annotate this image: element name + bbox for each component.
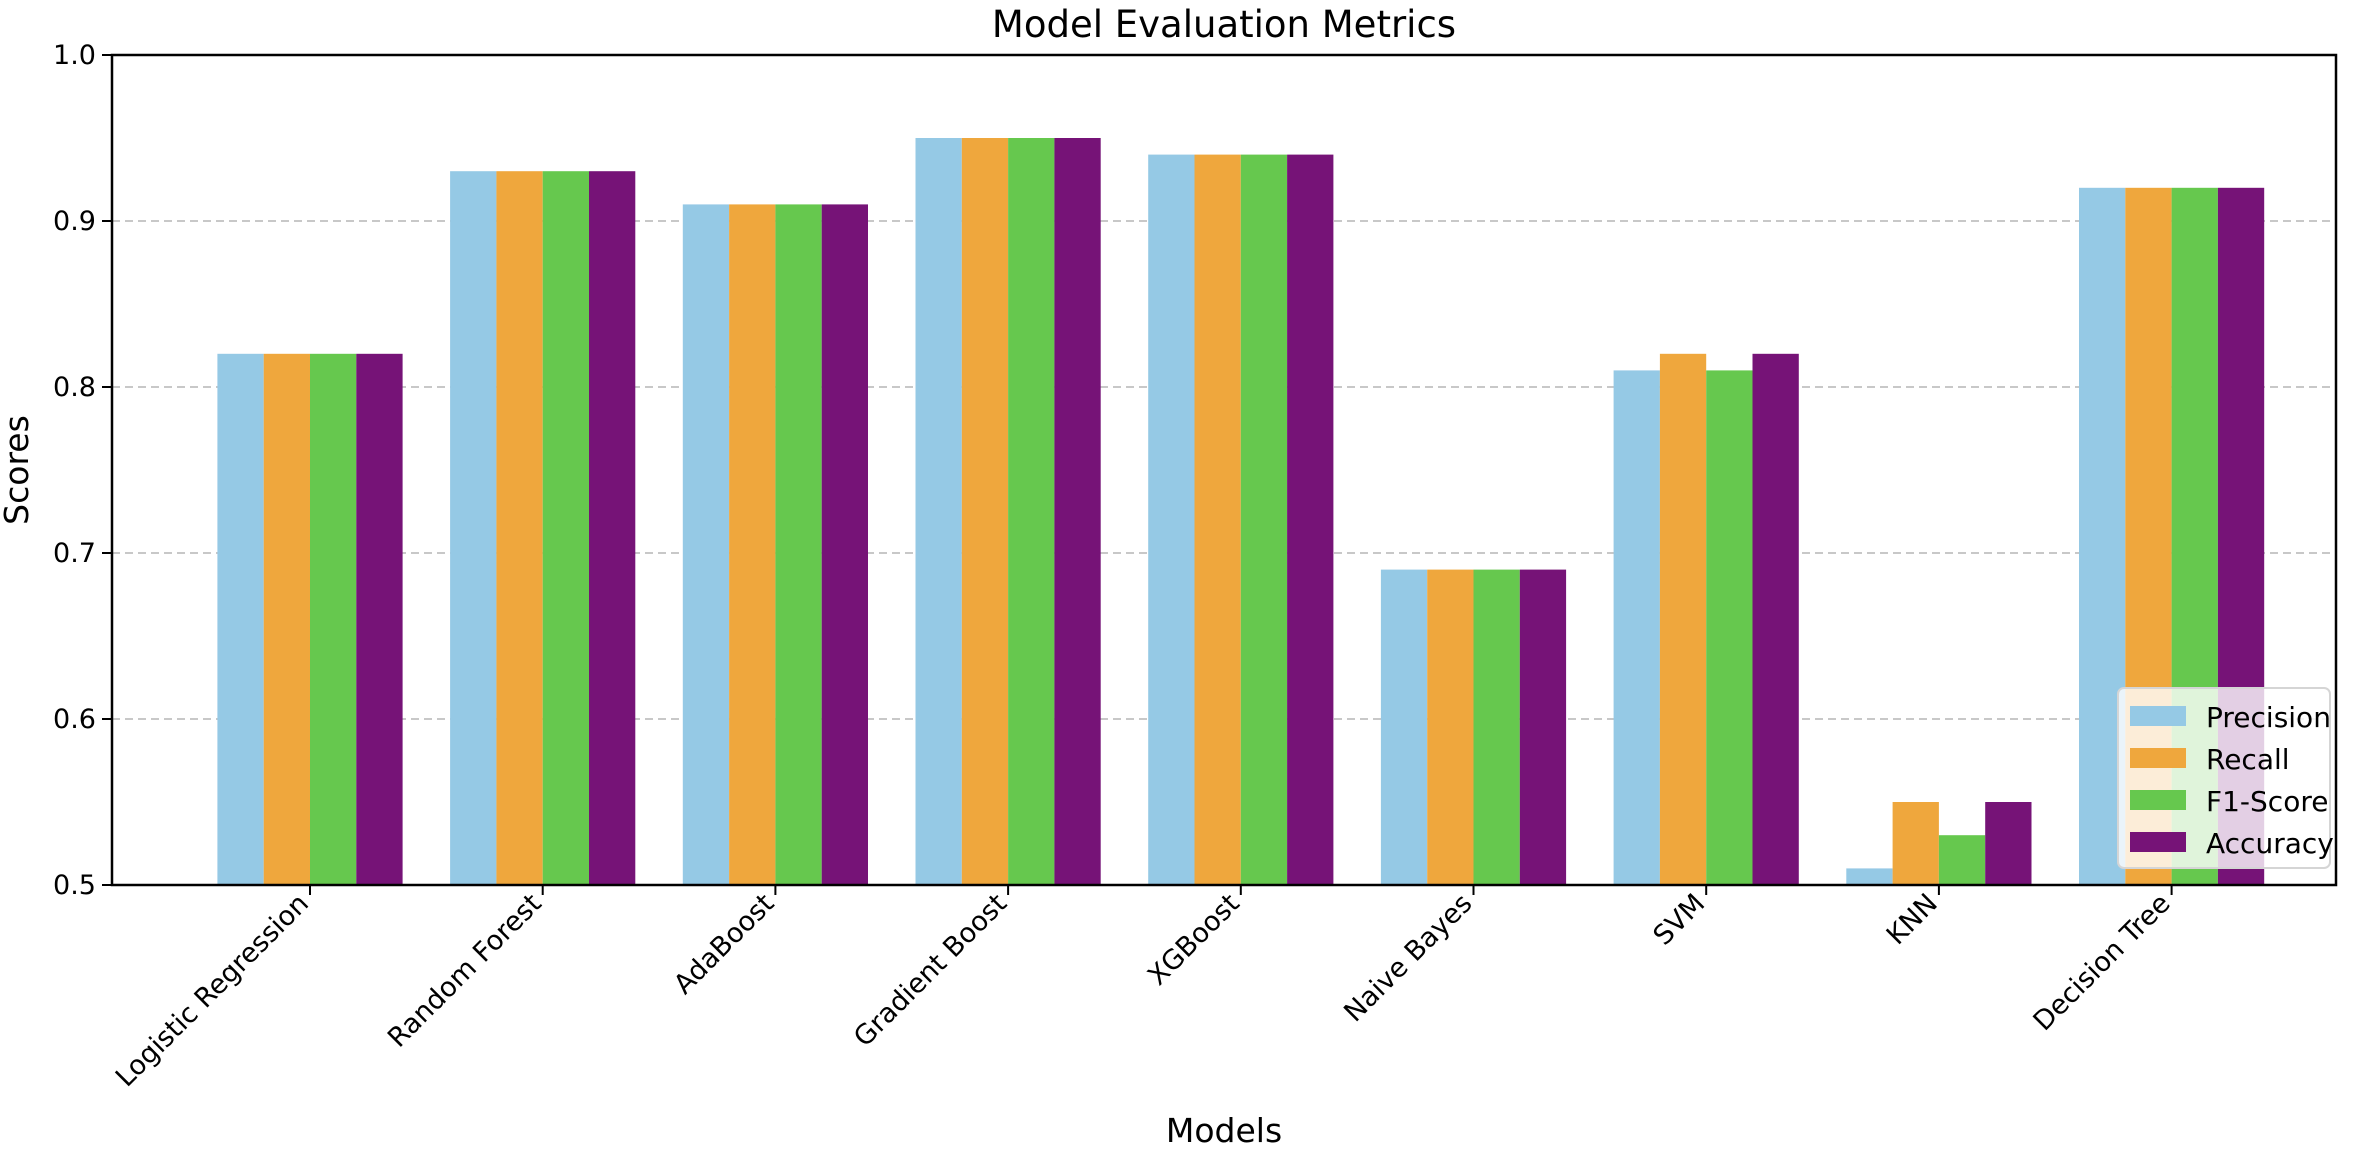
- bar-precision: [1148, 154, 1195, 886]
- bar-recall: [1194, 154, 1241, 886]
- bar-f1-score: [1473, 569, 1520, 885]
- bar-precision: [1613, 370, 1660, 885]
- y-tick-label: 1.0: [53, 40, 96, 71]
- x-tick-label: Logistic Regression: [110, 888, 315, 1093]
- bar-accuracy: [821, 204, 868, 885]
- bar-recall: [1659, 353, 1707, 885]
- x-tick-label: Gradient Boost: [848, 888, 1013, 1053]
- legend-box: [2117, 687, 2331, 869]
- y-tick-label: 0.8: [53, 372, 96, 403]
- y-axis-ticks: 0.5 0.6 0.7 0.8 0.9 1.0: [53, 40, 112, 901]
- x-axis-label: Models: [1166, 1111, 1282, 1150]
- bar-recall: [1427, 569, 1474, 885]
- legend-label: F1-Score: [2206, 785, 2328, 818]
- legend-label: Precision: [2206, 701, 2331, 734]
- bar-f1-score: [775, 204, 822, 885]
- x-tick-label: Naive Bayes: [1338, 888, 1478, 1028]
- legend-swatch: [2130, 832, 2186, 852]
- bar-accuracy: [1287, 154, 1334, 886]
- legend-swatch: [2130, 790, 2186, 810]
- bar-f1-score: [1240, 154, 1288, 886]
- y-tick-label: 0.6: [53, 704, 96, 735]
- legend-swatch: [2130, 748, 2186, 768]
- x-axis-ticks: Logistic Regression Random Forest AdaBoost…: [110, 885, 2177, 1093]
- bar-accuracy: [356, 353, 403, 885]
- plot-frame: [110, 53, 2338, 887]
- bar-precision: [217, 353, 264, 885]
- bar-recall: [729, 204, 776, 885]
- legend-label: Accuracy: [2206, 827, 2334, 860]
- bar-accuracy: [1985, 802, 2032, 885]
- x-tick-label: Decision Tree: [2027, 888, 2176, 1037]
- y-tick-label: 0.7: [53, 538, 96, 569]
- x-tick-label: AdaBoost: [668, 888, 780, 1000]
- y-axis-label: Scores: [0, 415, 36, 525]
- legend: Precision Recall F1-Score Accuracy: [2117, 687, 2334, 869]
- bar-recall: [1892, 802, 1939, 885]
- bar-f1-score: [1706, 370, 1753, 885]
- bar-precision: [1380, 569, 1428, 885]
- bar-accuracy: [589, 171, 636, 885]
- bar-precision: [450, 171, 497, 885]
- legend-label: Recall: [2206, 743, 2290, 776]
- bars: [217, 138, 2265, 886]
- bar-f1-score: [1008, 138, 1055, 885]
- y-tick-label: 0.5: [53, 870, 96, 901]
- x-tick-label: SVM: [1648, 888, 1712, 952]
- x-tick-label: KNN: [1881, 888, 1944, 951]
- bar-precision: [682, 204, 730, 885]
- chart-title: Model Evaluation Metrics: [992, 3, 1456, 46]
- bar-recall: [496, 171, 543, 885]
- legend-swatch: [2130, 706, 2186, 726]
- bar-precision: [1846, 868, 1893, 885]
- bar-precision: [915, 138, 962, 885]
- bar-accuracy: [1054, 138, 1101, 885]
- bar-accuracy: [1519, 569, 1567, 885]
- x-tick-label: XGBoost: [1142, 888, 1246, 992]
- x-tick-label: Random Forest: [382, 888, 548, 1054]
- bar-f1-score: [1938, 835, 1986, 885]
- bar-accuracy: [1752, 353, 1799, 885]
- bar-recall: [961, 138, 1009, 885]
- bar-recall: [263, 353, 310, 885]
- y-tick-label: 0.9: [53, 206, 96, 237]
- bar-f1-score: [542, 171, 589, 885]
- bar-f1-score: [310, 353, 357, 885]
